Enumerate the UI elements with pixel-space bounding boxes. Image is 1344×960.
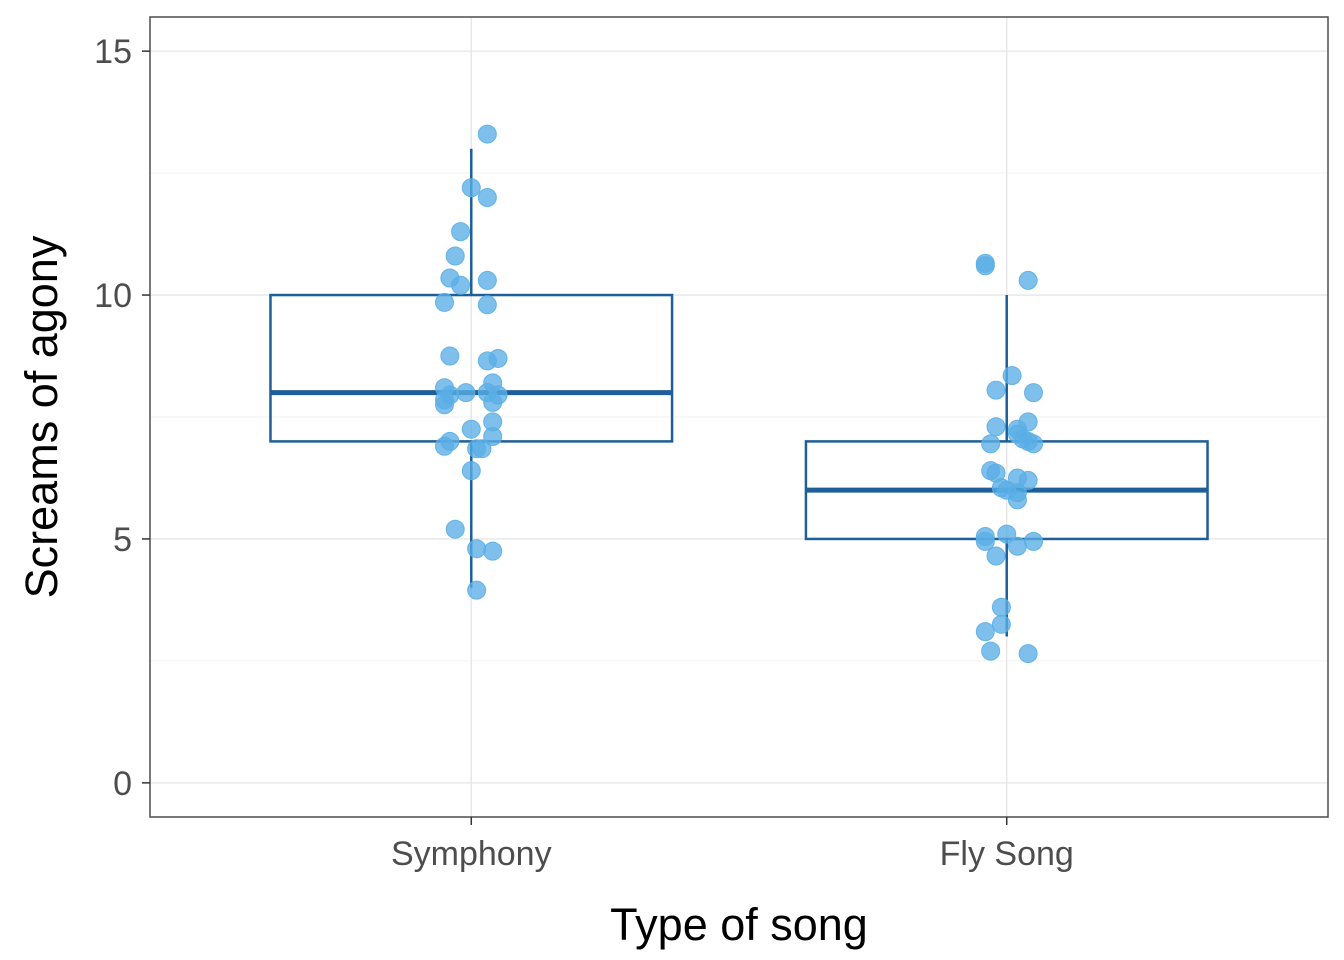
data-point xyxy=(1018,644,1038,664)
x-tick-label: Fly Song xyxy=(940,835,1074,873)
data-point xyxy=(445,519,465,539)
data-point xyxy=(461,419,481,439)
data-point xyxy=(1007,490,1027,510)
data-point xyxy=(467,539,487,559)
data-point xyxy=(477,124,497,144)
jitter-points xyxy=(435,124,1043,664)
y-tick-label: 10 xyxy=(94,277,132,315)
data-point xyxy=(975,622,995,642)
data-point xyxy=(975,256,995,276)
data-point xyxy=(435,436,454,456)
data-point xyxy=(440,346,460,366)
data-point xyxy=(451,222,471,242)
data-point xyxy=(991,614,1011,634)
data-point xyxy=(981,641,1001,661)
data-point xyxy=(435,395,454,415)
data-point xyxy=(997,524,1017,544)
data-point xyxy=(435,292,454,312)
data-point xyxy=(1018,270,1038,290)
data-point xyxy=(467,580,487,600)
data-point xyxy=(483,427,503,447)
data-point xyxy=(461,461,481,481)
minor-gridlines xyxy=(150,172,1328,662)
data-point xyxy=(445,246,465,266)
y-tick-label: 5 xyxy=(113,521,132,559)
data-point xyxy=(483,541,503,561)
data-point xyxy=(477,295,497,315)
y-axis: 0 5 10 15 xyxy=(94,33,150,803)
data-point xyxy=(1024,383,1043,403)
y-tick-label: 0 xyxy=(113,765,132,803)
x-axis: Symphony Fly Song xyxy=(391,817,1074,873)
data-point xyxy=(986,546,1006,566)
data-point xyxy=(456,383,476,403)
data-point xyxy=(1007,536,1027,556)
data-point xyxy=(477,270,497,290)
data-point xyxy=(981,434,1001,454)
data-point xyxy=(477,187,497,207)
data-point xyxy=(1018,431,1038,451)
data-point xyxy=(451,275,471,295)
data-point xyxy=(986,380,1006,400)
x-tick-label: Symphony xyxy=(391,835,552,873)
data-point xyxy=(472,439,492,459)
plot-panel-border xyxy=(149,16,1329,818)
box-series xyxy=(269,148,1209,637)
data-point xyxy=(1024,531,1043,551)
data-point xyxy=(975,531,995,551)
data-point xyxy=(477,351,497,371)
data-point xyxy=(1002,366,1022,386)
data-point xyxy=(1018,470,1038,490)
data-point xyxy=(991,597,1011,617)
x-axis-title: Type of song xyxy=(610,899,868,950)
data-point xyxy=(461,178,481,198)
data-point xyxy=(483,392,503,412)
y-tick-label: 15 xyxy=(94,33,132,71)
y-axis-title: Screams of agony xyxy=(16,235,67,598)
data-point xyxy=(986,417,1006,437)
